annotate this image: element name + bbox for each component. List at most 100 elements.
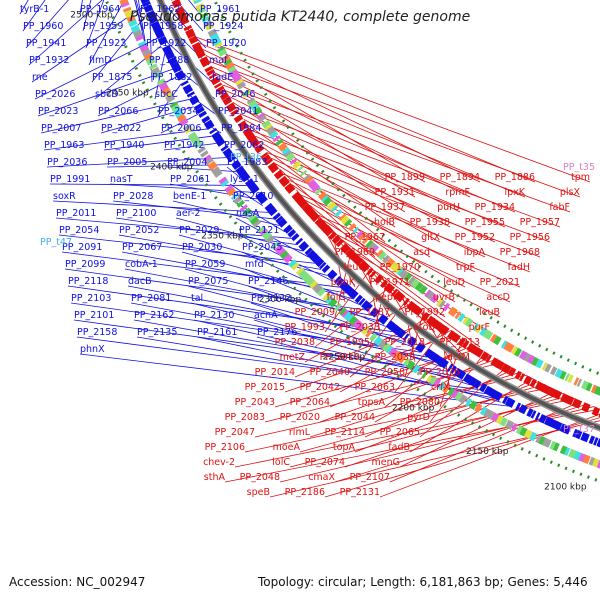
forward-gene-block — [319, 261, 327, 270]
left-gene-label: fimD — [89, 55, 112, 66]
category-block — [229, 68, 239, 78]
forward-gene-block — [213, 134, 223, 143]
right-gene-leader — [354, 381, 540, 453]
category-block — [295, 165, 304, 173]
reverse-gene-block — [507, 367, 517, 377]
left-gene-leader — [166, 166, 237, 173]
category-block — [296, 267, 307, 278]
category-block — [449, 307, 459, 317]
left-gene-leader — [88, 0, 125, 66]
forward-gene-block — [449, 365, 457, 374]
category-block — [465, 398, 473, 407]
scale-label: 2250 kbp — [323, 353, 366, 363]
left-gene-label: PP_2061 — [170, 174, 210, 185]
category-block — [385, 257, 395, 268]
category-block — [421, 370, 429, 379]
right-gene-label: PP_2063 — [355, 382, 395, 393]
right-gene-label: PP_2131 — [340, 487, 380, 498]
forward-gene-block — [245, 178, 255, 188]
left-gene-label: PP_2030 — [182, 242, 222, 253]
left-gene-leader — [232, 200, 286, 233]
forward-gene-block — [387, 321, 395, 330]
right-gene-label: folC — [327, 292, 346, 303]
reverse-gene-block — [436, 323, 448, 334]
category-block — [559, 445, 568, 455]
left-gene-label: PP_2028 — [113, 191, 153, 202]
category-block — [573, 377, 580, 386]
category-block — [230, 192, 239, 201]
right-gene-leader — [299, 384, 546, 453]
category-block — [384, 344, 394, 354]
category-block — [141, 48, 151, 57]
category-block — [530, 356, 539, 367]
category-block — [334, 303, 342, 312]
right-gene-label: PP_1968 — [500, 247, 540, 258]
category-block — [241, 89, 250, 96]
right-gene-leader — [202, 48, 481, 183]
category-block — [406, 360, 416, 371]
category-block — [310, 182, 321, 193]
category-block — [544, 363, 552, 373]
reverse-gene-block — [237, 120, 247, 129]
right-gene-label: PP_2065 — [380, 427, 420, 438]
forward-gene-block — [162, 45, 171, 51]
category-block — [236, 81, 246, 90]
category-block — [351, 226, 360, 235]
reverse-gene-block — [278, 175, 288, 185]
category-block — [139, 44, 149, 53]
forward-gene-block — [494, 391, 503, 402]
right-gene-leader — [283, 173, 531, 273]
left-gene-leader — [40, 99, 190, 134]
category-block — [361, 236, 370, 245]
forward-gene-block — [514, 402, 522, 411]
left-gene-leader — [229, 183, 263, 207]
forward-gene-block — [593, 437, 599, 446]
category-block — [302, 173, 311, 182]
left-gene-leader — [61, 251, 340, 288]
right-gene-label: PP_2014 — [255, 367, 295, 378]
forward-gene-block — [369, 307, 378, 316]
reverse-gene-block — [426, 315, 436, 326]
category-block — [377, 339, 387, 349]
right-gene-label: PP_1971 — [370, 277, 410, 288]
right-gene-label: PP_2048 — [240, 472, 280, 483]
forward-gene-block — [146, 10, 155, 17]
accession-label: Accession: NC_002947 — [9, 575, 146, 589]
category-block — [300, 271, 311, 282]
category-block — [226, 64, 237, 74]
forward-gene-block — [295, 237, 304, 246]
left-gene-leader — [241, 251, 360, 305]
left-gene-leader — [82, 0, 92, 32]
left-gene-leader — [193, 319, 464, 381]
right-gene-leader — [229, 96, 461, 213]
reverse-gene-block — [534, 381, 542, 390]
category-block — [193, 139, 203, 149]
right-gene-label: tpm — [571, 172, 590, 183]
left-gene-label: nasA — [236, 208, 260, 219]
category-block — [562, 446, 571, 456]
forward-gene-block — [546, 417, 555, 428]
left-gene-label: PP_2052 — [119, 225, 159, 236]
forward-gene-block — [377, 313, 385, 322]
scale-label: 2350 kbp — [201, 231, 244, 241]
right-gene-label: uvrB — [433, 292, 455, 303]
right-gene-label: PP_2039 — [375, 352, 415, 363]
right-gene-label: cmaX — [308, 472, 335, 483]
category-block — [265, 125, 276, 136]
reverse-gene-block — [560, 393, 567, 402]
reverse-gene-block — [261, 154, 272, 163]
category-block — [377, 250, 387, 261]
scale-label: 2150 kbp — [466, 447, 509, 457]
right-gene-label: PP_2044 — [335, 412, 375, 423]
category-block — [391, 263, 402, 274]
category-block — [535, 358, 544, 369]
category-block — [407, 276, 416, 285]
reverse-gene-block — [284, 182, 294, 192]
reverse-gene-block — [447, 330, 455, 340]
category-block — [554, 368, 563, 379]
reverse-gene-block — [185, 28, 195, 36]
right-gene-label: lpxK — [504, 187, 525, 198]
category-block — [274, 244, 284, 253]
reverse-gene-block — [369, 270, 377, 279]
right-gene-leader — [376, 271, 481, 348]
